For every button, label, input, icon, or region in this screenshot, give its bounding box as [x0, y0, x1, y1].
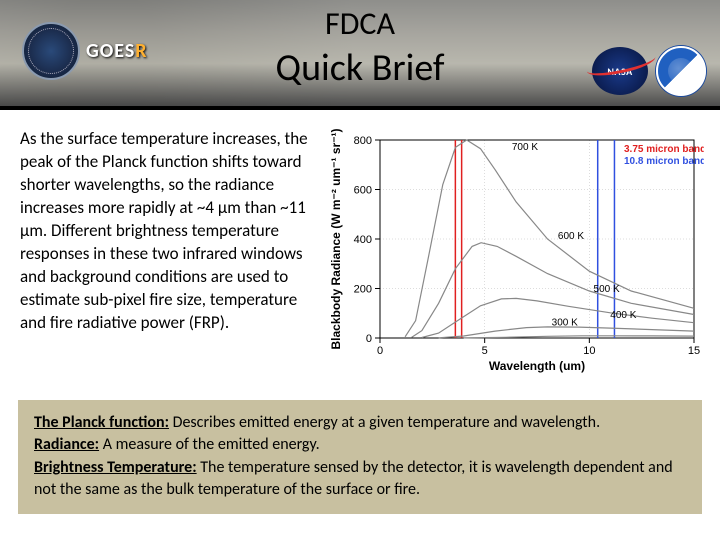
svg-text:Wavelength (um): Wavelength (um): [489, 359, 585, 373]
svg-text:500 K: 500 K: [594, 284, 620, 295]
noaa-logo-icon: [656, 46, 706, 96]
content-row: As the surface temperature increases, th…: [0, 110, 720, 388]
definitions-box: The Planck function: Describes emitted e…: [18, 400, 702, 514]
svg-text:700 K: 700 K: [512, 142, 538, 153]
body-paragraph: As the surface temperature increases, th…: [20, 128, 320, 378]
right-logos: [592, 46, 706, 96]
svg-text:300 K: 300 K: [552, 318, 578, 329]
svg-text:400 K: 400 K: [610, 310, 636, 321]
title-block: FDCA Quick Brief: [276, 4, 445, 91]
goes-logo: GOESR: [22, 22, 148, 80]
definition-line: Radiance: A measure of the emitted energ…: [34, 434, 686, 456]
svg-text:800: 800: [354, 135, 372, 147]
svg-text:15: 15: [688, 345, 700, 357]
nasa-logo-icon: [592, 47, 648, 95]
svg-text:10.8 micron band: 10.8 micron band: [624, 156, 704, 167]
goes-label: GOES: [86, 39, 135, 63]
planck-chart: 0 5 10 15 0 200 400 600 800 Wavelength (um) Blackb…: [324, 128, 704, 378]
svg-text:10: 10: [583, 345, 595, 357]
definition-line: Brightness Temperature: The temperature …: [34, 457, 686, 502]
chart-container: 0 5 10 15 0 200 400 600 800 Wavelength (um) Blackb…: [324, 128, 708, 378]
svg-text:3.75 micron band: 3.75 micron band: [624, 144, 704, 155]
svg-text:5: 5: [482, 345, 488, 357]
svg-text:0: 0: [377, 345, 383, 357]
header-banner: GOESR FDCA Quick Brief: [0, 0, 720, 110]
goes-r-label: R: [135, 39, 147, 63]
svg-text:600 K: 600 K: [558, 231, 584, 242]
goes-seal-icon: [22, 22, 80, 80]
title-line2: Quick Brief: [276, 45, 445, 91]
svg-text:400: 400: [354, 234, 372, 246]
svg-text:200: 200: [354, 284, 372, 296]
definition-line: The Planck function: Describes emitted e…: [34, 412, 686, 434]
svg-text:0: 0: [366, 333, 372, 345]
svg-text:600: 600: [354, 185, 372, 197]
svg-text:Blackbody Radiance (W m⁻² um⁻¹: Blackbody Radiance (W m⁻² um⁻¹ sr⁻¹): [329, 128, 343, 349]
goes-text: GOESR: [86, 39, 148, 63]
title-line1: FDCA: [276, 4, 445, 43]
